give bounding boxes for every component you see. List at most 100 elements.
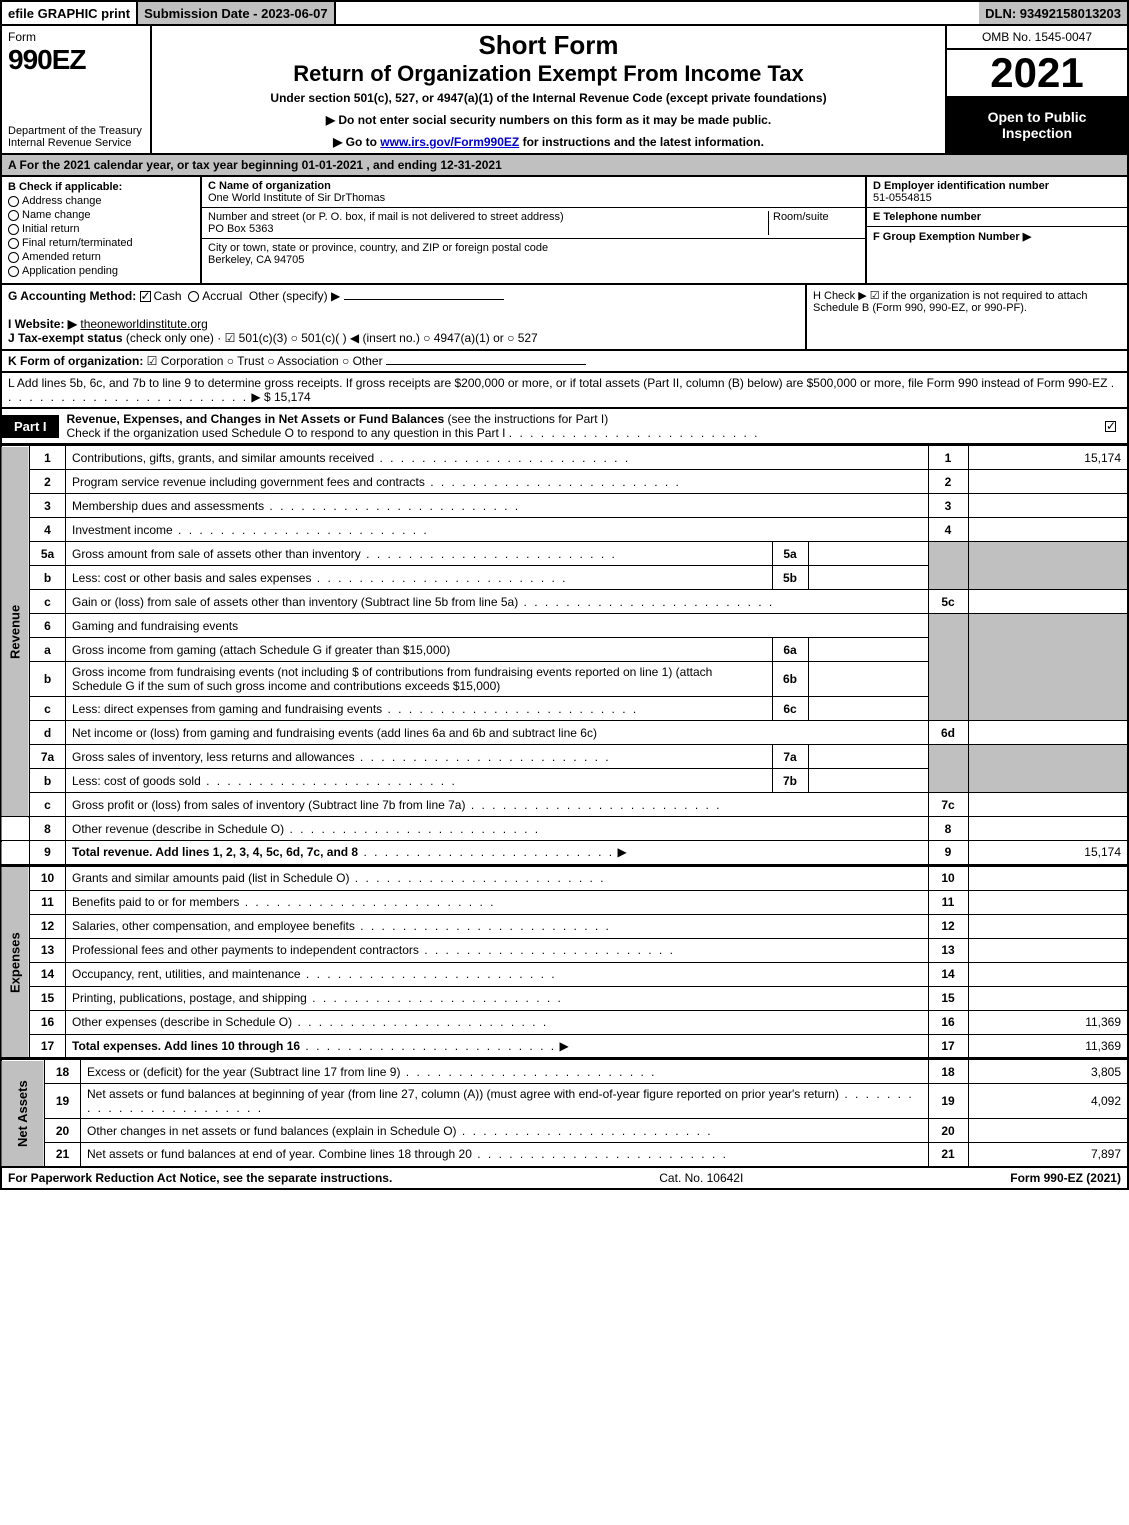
line-7b-subvalue [808,769,928,793]
note-goto-post: for instructions and the latest informat… [519,135,764,149]
line-21-value: 7,897 [968,1143,1128,1167]
line-5c-num: c [30,590,66,614]
line-10-desc: Grants and similar amounts paid (list in… [72,871,349,885]
line-17-num: 17 [30,1034,66,1058]
line-6a-sublabel: 6a [772,638,808,662]
line-13-value [968,938,1128,962]
sidecat-blank2 [1,841,30,865]
line-6c-subvalue [808,697,928,721]
line-6b-desc: Gross income from fundraising events (no… [72,665,712,693]
line-8-value [968,817,1128,841]
box-b-opt-3[interactable]: Final return/terminated [8,237,194,249]
row-g: G Accounting Method: Cash Accrual Other … [2,285,807,349]
line-7c-desc: Gross profit or (loss) from sales of inv… [72,798,465,812]
box-b-opt-1[interactable]: Name change [8,209,194,221]
note-goto: ▶ Go to www.irs.gov/Form990EZ for instru… [160,135,937,149]
line-19-rnum: 19 [928,1084,968,1119]
block-gh: G Accounting Method: Cash Accrual Other … [0,285,1129,351]
line-19-desc: Net assets or fund balances at beginning… [87,1087,839,1101]
line-19-num: 19 [45,1084,81,1119]
line-6a-desc: Gross income from gaming (attach Schedul… [72,643,450,657]
header-right: OMB No. 1545-0047 2021 Open to Public In… [947,26,1127,153]
line-18-desc: Excess or (deficit) for the year (Subtra… [87,1065,400,1079]
line-14-rnum: 14 [928,962,968,986]
arrow-icon: ▶ [559,1039,568,1053]
line-1-num: 1 [30,446,66,470]
box-d-label: D Employer identification number [873,180,1049,192]
line-8-rnum: 8 [928,817,968,841]
row-l-text: L Add lines 5b, 6c, and 7b to line 9 to … [8,376,1107,390]
box-b-opt-5[interactable]: Application pending [8,265,194,277]
line-5b-desc: Less: cost or other basis and sales expe… [72,571,311,585]
accounting-cash-label: Cash [154,289,182,303]
page-footer: For Paperwork Reduction Act Notice, see … [0,1168,1129,1190]
line-11-num: 11 [30,890,66,914]
tax-year: 2021 [947,50,1127,96]
part1-title: Revenue, Expenses, and Changes in Net As… [67,412,445,426]
box-b-opt-2[interactable]: Initial return [8,223,194,235]
line-7c-value [968,793,1128,817]
header-center: Short Form Return of Organization Exempt… [152,26,947,153]
line-1-rnum: 1 [928,446,968,470]
row-i-label: I Website: ▶ [8,317,77,331]
line-11-desc: Benefits paid to or for members [72,895,239,909]
line-10-num: 10 [30,866,66,890]
line-15-desc: Printing, publications, postage, and shi… [72,991,307,1005]
line-6d-desc: Net income or (loss) from gaming and fun… [72,726,597,740]
netassets-table: Net Assets 18 Excess or (deficit) for th… [0,1059,1129,1168]
box-b-opt-0[interactable]: Address change [8,195,194,207]
line-7a-desc: Gross sales of inventory, less returns a… [72,750,355,764]
line-7b-desc: Less: cost of goods sold [72,774,201,788]
line-2-value [968,470,1128,494]
line-14-value [968,962,1128,986]
dln-label: DLN: 93492158013203 [979,2,1127,24]
part1-schedule-o-checkbox[interactable] [1105,421,1116,432]
part1-header: Part I Revenue, Expenses, and Changes in… [0,409,1129,445]
form-label: Form [8,30,144,44]
accounting-accrual-radio[interactable] [188,291,199,302]
inspect-line1: Open to Public [951,109,1123,125]
irs-link[interactable]: www.irs.gov/Form990EZ [380,135,519,149]
box-b-opt-0-label: Address change [22,195,102,207]
row-j-note: (check only one) · [126,331,221,345]
block-bcdef: B Check if applicable: Address change Na… [0,177,1129,285]
sidecat-blank [1,817,30,841]
line-5b-sublabel: 5b [772,566,808,590]
line-3-value [968,494,1128,518]
box-def: D Employer identification number 51-0554… [867,177,1127,283]
row-a-calendar-year: A For the 2021 calendar year, or tax yea… [0,155,1129,177]
accounting-cash-checkbox[interactable] [140,291,151,302]
line-7c-rnum: 7c [928,793,968,817]
line-9-rnum: 9 [928,841,968,865]
box-c: C Name of organization One World Institu… [202,177,867,283]
line-5a-desc: Gross amount from sale of assets other t… [72,547,361,561]
row-l-amount: 15,174 [274,390,311,404]
row-k-other-input[interactable] [386,364,586,365]
note-ssn: ▶ Do not enter social security numbers o… [160,113,937,127]
line-10-rnum: 10 [928,866,968,890]
ein-value: 51-0554815 [873,192,932,204]
line-20-desc: Other changes in net assets or fund bala… [87,1124,457,1138]
box-b-opt-4-label: Amended return [22,251,101,263]
line-6b-subvalue [808,662,928,697]
line-2-num: 2 [30,470,66,494]
box-c-street-label: Number and street (or P. O. box, if mail… [208,211,564,223]
line-6-shade-val [968,614,1128,721]
line-6b-num: b [30,662,66,697]
line-18-rnum: 18 [928,1060,968,1084]
line-4-num: 4 [30,518,66,542]
part1-note: (see the instructions for Part I) [448,412,609,426]
line-21-desc: Net assets or fund balances at end of ye… [87,1147,472,1161]
department-label: Department of the Treasury Internal Reve… [8,125,144,149]
row-k-label: K Form of organization: [8,354,143,368]
box-b-opt-4[interactable]: Amended return [8,251,194,263]
line-13-desc: Professional fees and other payments to … [72,943,419,957]
line-12-desc: Salaries, other compensation, and employ… [72,919,355,933]
accounting-other-input[interactable] [344,299,504,300]
line-5c-value [968,590,1128,614]
website-link[interactable]: theoneworldinstitute.org [80,317,207,331]
submission-date: Submission Date - 2023-06-07 [138,2,336,24]
box-b-opt-1-label: Name change [22,209,91,221]
line-6d-num: d [30,721,66,745]
line-8-num: 8 [30,817,66,841]
